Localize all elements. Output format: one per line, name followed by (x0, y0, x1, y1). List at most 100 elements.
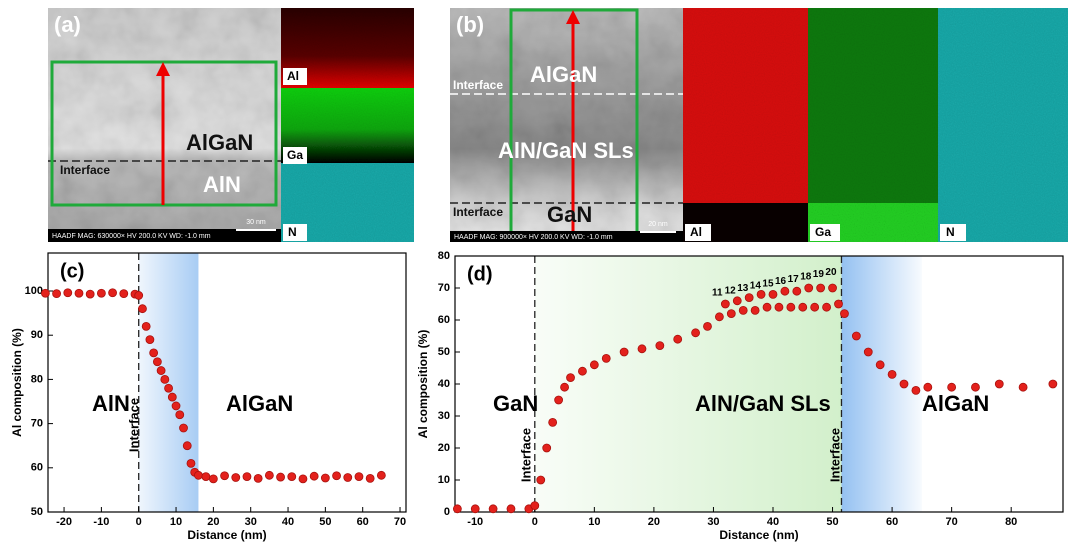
data-point (530, 501, 540, 511)
layer-label: GaN (547, 202, 592, 227)
data-point (804, 283, 814, 293)
data-point (96, 288, 106, 298)
data-point (1048, 379, 1058, 389)
data-point (309, 471, 319, 481)
peak-label: 19 (813, 269, 825, 280)
y-axis-label: Al composition (%) (10, 328, 24, 437)
data-point (744, 293, 754, 303)
map-tag (940, 224, 966, 241)
ga-map (808, 8, 938, 203)
y-tick-label: 100 (25, 285, 43, 297)
arrow-head (156, 62, 170, 76)
data-point (452, 504, 462, 514)
y-tick-label: 20 (438, 442, 450, 454)
y-tick-label: 0 (444, 506, 450, 518)
y-tick-label: 70 (31, 418, 43, 430)
layer-label: AlGaN (530, 62, 597, 87)
data-point (242, 472, 252, 482)
data-point (863, 347, 873, 357)
data-point (840, 309, 849, 319)
data-point (673, 334, 683, 344)
info-bar (48, 229, 281, 242)
map-label: Al (287, 69, 299, 83)
data-point (899, 379, 909, 389)
shaded-region (534, 256, 842, 512)
data-point (343, 473, 353, 482)
data-point (637, 344, 647, 354)
info-text: HAADF MAG: 630000× HV 200.0 KV WD: -1.0 … (52, 233, 211, 240)
peak-label: 16 (775, 276, 787, 287)
data-point (780, 286, 790, 296)
map-label: Ga (287, 148, 303, 162)
x-tick-label: 40 (282, 516, 294, 528)
data-point (175, 410, 185, 420)
x-axis-label: Distance (nm) (187, 528, 266, 542)
annotation: AlN/GaN SLs (695, 391, 831, 416)
data-point (179, 423, 188, 433)
peak-label: 15 (762, 278, 774, 289)
data-point (732, 296, 742, 306)
chart: -10 0 10 20 30 40 50 60 70 80 0 10 20 30 40 50 60 70 80 Dis… (416, 250, 1064, 542)
data-point (152, 357, 162, 367)
data-point (786, 302, 796, 312)
x-tick-label: 0 (136, 516, 142, 528)
data-point (762, 302, 772, 312)
peak-label: 12 (725, 285, 737, 296)
x-tick-label: 40 (767, 516, 779, 528)
data-point (971, 382, 980, 392)
panel-label: (c) (60, 260, 84, 282)
x-tick-label: 60 (357, 516, 369, 528)
data-point (138, 304, 147, 314)
data-point (768, 289, 778, 299)
data-point (145, 335, 155, 345)
data-point (578, 366, 587, 376)
data-point (276, 472, 285, 482)
panel-label: (d) (467, 263, 493, 285)
data-point (119, 289, 129, 299)
data-point (74, 288, 84, 298)
chart: -20 -10 0 10 20 30 40 50 60 70 50 60 70 80 90 100 Distan… (10, 252, 407, 542)
map-tag (283, 224, 307, 241)
data-point (923, 382, 933, 392)
peak-label: 13 (737, 283, 749, 294)
map-label: N (288, 225, 297, 239)
annotation: AlGaN (922, 391, 989, 416)
data-point (887, 369, 897, 379)
map-tag (283, 68, 307, 85)
x-axis-label: Distance (nm) (719, 528, 798, 542)
data-point (714, 312, 724, 322)
y-axis-label: Al composition (%) (416, 330, 430, 439)
x-tick-label: -10 (467, 516, 483, 528)
interface-label: Interface (453, 78, 503, 92)
x-tick-label: 50 (826, 516, 838, 528)
data-point (548, 417, 558, 427)
panel-label: (a) (54, 12, 81, 37)
map-label: N (946, 225, 955, 239)
map-label: Ga (815, 225, 831, 239)
data-point (875, 360, 885, 370)
panel-b: (b) AlGaN Interface AlN/GaN SLs Interfac… (450, 8, 1068, 242)
data-point (601, 353, 611, 363)
data-point (536, 475, 546, 485)
data-point (108, 288, 117, 298)
data-point (947, 382, 957, 392)
panel-label: (b) (456, 12, 484, 37)
data-point (691, 328, 700, 338)
info-text: HAADF MAG: 900000× HV 200.0 KV WD: -1.0 … (454, 234, 613, 241)
data-point (750, 305, 760, 315)
data-point (85, 289, 95, 299)
data-point (287, 472, 297, 482)
data-point (253, 474, 263, 483)
annotation: Interface (518, 428, 533, 482)
data-point (376, 470, 386, 480)
data-point (164, 383, 173, 393)
y-tick-label: 80 (438, 250, 450, 262)
data-point (320, 473, 330, 483)
al-map (683, 8, 808, 203)
annotation: Interface (126, 398, 141, 452)
map-tag (685, 224, 711, 241)
peak-label: 18 (800, 272, 812, 283)
map-tag (283, 147, 307, 164)
arrow-head (566, 10, 580, 24)
layer-label: AlN/GaN SLs (498, 138, 634, 163)
